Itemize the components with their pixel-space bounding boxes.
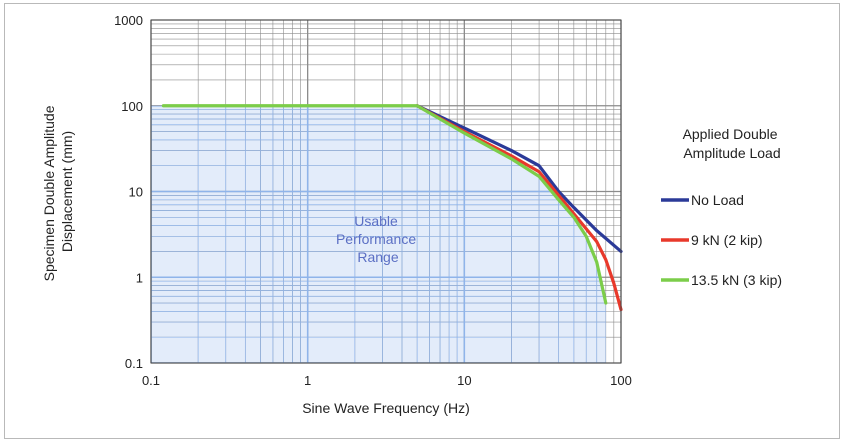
series-line-1 bbox=[415, 104, 623, 254]
axes: 0.1 1 10 100 0.1 1 10 100 1000 bbox=[114, 13, 632, 388]
usable-performance-range-label: Usable Performance Range bbox=[336, 213, 420, 265]
series-lines bbox=[161, 104, 623, 312]
legend: Applied Double Amplitude Load No Load 9 k… bbox=[661, 126, 782, 288]
usable-range-region bbox=[151, 105, 606, 363]
legend-item-1: No Load bbox=[661, 192, 744, 208]
chart-frame: 0.1 1 10 100 0.1 1 10 100 1000 Sine Wave Frequen… bbox=[4, 3, 840, 439]
legend-item-2: 9 kN (2 kip) bbox=[661, 232, 763, 248]
y-axis-title-line-1: Specimen Double Amplitude bbox=[41, 105, 57, 281]
annotation-line-1: Usable bbox=[354, 213, 398, 229]
y-axis-title-line-2: Displacement (mm) bbox=[59, 131, 75, 252]
chart: 0.1 1 10 100 0.1 1 10 100 1000 Sine Wave Frequen… bbox=[41, 13, 782, 416]
plot-border bbox=[150, 19, 622, 364]
x-tick-label: 100 bbox=[610, 373, 632, 388]
y-tick-label: 10 bbox=[129, 185, 143, 200]
legend-label: 9 kN (2 kip) bbox=[691, 232, 763, 248]
series-line-2 bbox=[415, 104, 623, 312]
y-tick-label: 100 bbox=[121, 99, 143, 114]
annotation-line-3: Range bbox=[357, 249, 398, 265]
y-tick-label: 1 bbox=[136, 270, 143, 285]
grid bbox=[150, 19, 622, 364]
x-tick-label: 0.1 bbox=[142, 373, 160, 388]
x-tick-label: 1 bbox=[304, 373, 311, 388]
x-tick-label: 10 bbox=[457, 373, 471, 388]
legend-item-3: 13.5 kN (3 kip) bbox=[661, 272, 782, 288]
x-axis-title: Sine Wave Frequency (Hz) bbox=[302, 400, 470, 416]
y-tick-label: 1000 bbox=[114, 13, 143, 28]
legend-items: No Load 9 kN (2 kip) 13.5 kN (3 kip) bbox=[661, 192, 782, 288]
legend-label: 13.5 kN (3 kip) bbox=[691, 272, 782, 288]
legend-title-line-2: Amplitude Load bbox=[683, 145, 780, 161]
legend-title: Applied Double Amplitude Load bbox=[683, 126, 782, 161]
series-line-3 bbox=[161, 104, 608, 305]
annotation-line-2: Performance bbox=[336, 231, 416, 247]
y-axis-title: Specimen Double Amplitude Displacement (… bbox=[41, 102, 75, 282]
legend-label: No Load bbox=[691, 192, 744, 208]
y-tick-label: 0.1 bbox=[125, 356, 143, 371]
legend-title-line-1: Applied Double bbox=[683, 126, 778, 142]
usable-range-fill bbox=[151, 105, 606, 363]
